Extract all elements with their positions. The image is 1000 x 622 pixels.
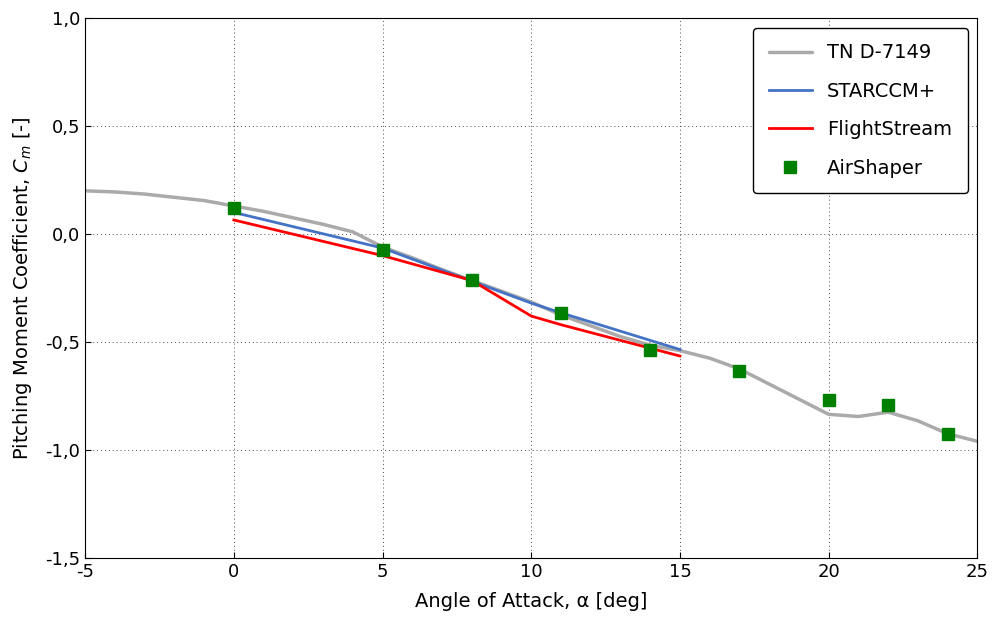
TN D-7149	[79, 187, 91, 195]
AirShaper	[823, 397, 835, 404]
Y-axis label: Pitching Moment Coefficient, $C_m$ [-]: Pitching Moment Coefficient, $C_m$ [-]	[11, 116, 34, 460]
TN D-7149	[555, 311, 567, 318]
AirShaper	[882, 401, 894, 409]
TN D-7149	[763, 381, 775, 388]
TN D-7149	[704, 355, 716, 362]
TN D-7149	[496, 287, 508, 295]
Line: AirShaper: AirShaper	[228, 202, 954, 440]
STARCCM+	[377, 244, 389, 252]
FlightStream	[525, 312, 537, 320]
TN D-7149	[317, 221, 329, 228]
TN D-7149	[258, 208, 270, 215]
TN D-7149	[109, 188, 121, 196]
TN D-7149	[912, 417, 924, 425]
TN D-7149	[168, 193, 180, 201]
TN D-7149	[823, 411, 835, 418]
AirShaper	[228, 205, 240, 212]
FlightStream	[555, 321, 567, 328]
AirShaper	[555, 309, 567, 317]
FlightStream	[228, 216, 240, 224]
TN D-7149	[139, 190, 151, 198]
TN D-7149	[436, 266, 448, 274]
AirShaper	[466, 277, 478, 284]
TN D-7149	[971, 438, 983, 445]
AirShaper	[644, 346, 656, 353]
TN D-7149	[942, 430, 954, 437]
TN D-7149	[585, 322, 597, 330]
TN D-7149	[882, 409, 894, 416]
TN D-7149	[287, 214, 299, 221]
TN D-7149	[198, 197, 210, 204]
TN D-7149	[466, 277, 478, 284]
STARCCM+	[555, 309, 567, 317]
TN D-7149	[674, 347, 686, 355]
AirShaper	[942, 430, 954, 437]
FlightStream	[377, 252, 389, 259]
FlightStream	[466, 277, 478, 284]
X-axis label: Angle of Attack, α [deg]: Angle of Attack, α [deg]	[415, 592, 647, 611]
TN D-7149	[615, 333, 627, 340]
AirShaper	[733, 368, 745, 375]
Legend: TN D-7149, STARCCM+, FlightStream, AirShaper: TN D-7149, STARCCM+, FlightStream, AirSh…	[753, 28, 968, 193]
TN D-7149	[793, 396, 805, 403]
TN D-7149	[852, 413, 864, 420]
TN D-7149	[733, 365, 745, 373]
TN D-7149	[228, 202, 240, 210]
TN D-7149	[525, 299, 537, 306]
TN D-7149	[377, 243, 389, 251]
STARCCM+	[674, 346, 686, 353]
TN D-7149	[347, 228, 359, 236]
TN D-7149	[644, 341, 656, 349]
STARCCM+	[525, 299, 537, 307]
TN D-7149	[406, 254, 418, 261]
Line: TN D-7149: TN D-7149	[85, 191, 977, 442]
AirShaper	[377, 246, 389, 254]
Line: STARCCM+: STARCCM+	[234, 213, 680, 350]
FlightStream	[674, 352, 686, 360]
Line: FlightStream: FlightStream	[234, 220, 680, 356]
STARCCM+	[228, 209, 240, 216]
